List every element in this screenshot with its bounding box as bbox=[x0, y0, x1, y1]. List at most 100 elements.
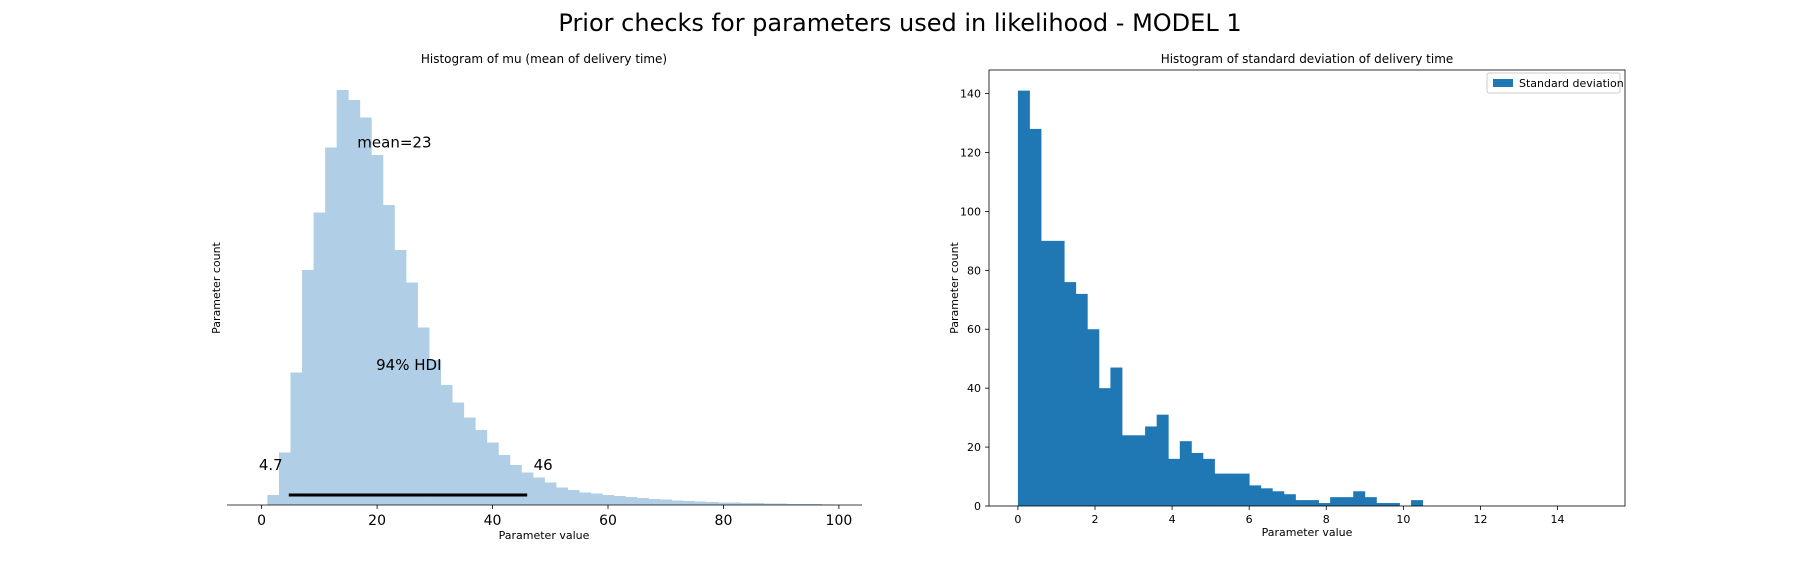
mu-bar-6 bbox=[336, 90, 349, 505]
mu-bar-16 bbox=[452, 402, 465, 505]
std-bar-12 bbox=[1156, 414, 1169, 506]
mu-bar-34 bbox=[659, 499, 672, 505]
std-x-tick-label-0: 0 bbox=[1014, 513, 1021, 526]
mu-x-tick-label-5: 100 bbox=[826, 513, 853, 529]
mu-bar-41 bbox=[740, 503, 753, 505]
legend-box bbox=[1486, 72, 1621, 94]
mu-x-tick-label-1: 20 bbox=[368, 513, 386, 529]
std-axes-frame bbox=[988, 69, 1626, 507]
std-bar-25 bbox=[1307, 500, 1319, 506]
std-y-ticks: 0 20 40 60 80 100 120 140 bbox=[960, 88, 989, 513]
std-bar-17 bbox=[1214, 473, 1227, 506]
std-y-tick-label-6: 120 bbox=[960, 146, 981, 159]
mu-bar-17 bbox=[463, 417, 476, 505]
std-bar-13 bbox=[1168, 458, 1181, 506]
std-bar-20 bbox=[1249, 485, 1262, 506]
std-bar-4 bbox=[1064, 282, 1077, 506]
mu-bar-36 bbox=[683, 501, 695, 505]
std-bar-18 bbox=[1226, 473, 1239, 506]
std-y-tick-label-3: 60 bbox=[967, 323, 981, 336]
std-bar-32 bbox=[1387, 503, 1400, 506]
std-bar-3 bbox=[1052, 240, 1065, 506]
std-y-tick-label-0: 0 bbox=[974, 500, 981, 513]
mu-bar-35 bbox=[671, 500, 684, 505]
std-bar-22 bbox=[1272, 491, 1285, 506]
std-y-tick-label-4: 80 bbox=[967, 264, 981, 277]
mean-annotation: mean=23 bbox=[357, 134, 431, 152]
mu-bar-40 bbox=[729, 502, 742, 505]
std-bar-21 bbox=[1260, 488, 1273, 506]
mu-bar-7 bbox=[348, 100, 361, 505]
figure-title: Prior checks for parameters used in like… bbox=[558, 9, 1241, 37]
mu-bar-38 bbox=[706, 502, 719, 505]
mu-histogram-bars bbox=[267, 90, 834, 505]
mu-bar-43 bbox=[763, 503, 776, 505]
mu-bar-37 bbox=[694, 501, 707, 505]
mu-bar-23 bbox=[532, 477, 545, 505]
std-x-tick-label-6: 12 bbox=[1473, 513, 1487, 526]
mu-x-tick-label-3: 60 bbox=[599, 513, 617, 529]
mu-bar-33 bbox=[648, 499, 661, 505]
std-bar-24 bbox=[1295, 500, 1308, 506]
mu-bar-21 bbox=[509, 465, 522, 505]
std-bar-15 bbox=[1191, 452, 1204, 506]
std-bar-2 bbox=[1041, 240, 1053, 506]
mu-bar-25 bbox=[556, 487, 568, 505]
std-bar-5 bbox=[1075, 293, 1088, 506]
std-x-tick-label-7: 14 bbox=[1551, 513, 1565, 526]
std-bar-7 bbox=[1098, 388, 1111, 506]
mu-bar-45 bbox=[786, 504, 799, 505]
std-y-tick-label-5: 100 bbox=[960, 205, 981, 218]
std-bar-9 bbox=[1121, 435, 1134, 506]
std-x-ticks: 0 2 4 6 8 10 12 14 bbox=[1014, 506, 1565, 526]
std-histogram-bars bbox=[1017, 90, 1424, 507]
mu-bar-30 bbox=[613, 496, 626, 505]
std-y-tick-label-2: 40 bbox=[967, 382, 981, 395]
std-bar-10 bbox=[1133, 435, 1146, 506]
std-bar-28 bbox=[1341, 497, 1354, 506]
mu-bar-29 bbox=[602, 495, 615, 505]
std-x-tick-label-5: 10 bbox=[1396, 513, 1410, 526]
std-y-tick-label-1: 20 bbox=[967, 441, 981, 454]
mu-histogram-panel: Histogram of mu (mean of delivery time) … bbox=[210, 52, 862, 542]
mu-bar-46 bbox=[798, 504, 811, 505]
legend-entry: Standard deviation bbox=[1519, 77, 1624, 90]
mu-bar-11 bbox=[394, 250, 407, 505]
std-bar-11 bbox=[1145, 426, 1158, 506]
std-bar-26 bbox=[1318, 503, 1331, 506]
legend-swatch bbox=[1493, 79, 1513, 87]
mu-bar-8 bbox=[359, 117, 372, 505]
mu-bar-32 bbox=[636, 498, 649, 505]
std-bar-1 bbox=[1029, 128, 1042, 506]
mu-bar-10 bbox=[382, 205, 395, 505]
mu-bar-22 bbox=[521, 472, 534, 505]
mu-x-tick-label-4: 80 bbox=[715, 513, 733, 529]
std-histogram-title: Histogram of standard deviation of deliv… bbox=[1161, 52, 1454, 66]
mu-bar-44 bbox=[775, 503, 788, 505]
mu-bar-18 bbox=[475, 430, 488, 505]
std-x-tick-label-3: 6 bbox=[1246, 513, 1253, 526]
mu-bar-19 bbox=[486, 442, 499, 505]
std-x-tick-label-4: 8 bbox=[1323, 513, 1330, 526]
mu-bar-0 bbox=[267, 495, 280, 505]
mu-bar-4 bbox=[313, 212, 326, 505]
std-bar-6 bbox=[1087, 329, 1100, 506]
mu-bar-28 bbox=[590, 493, 603, 505]
mu-bar-2 bbox=[290, 372, 303, 505]
mu-bar-14 bbox=[429, 360, 441, 505]
std-y-axis-label: Parameter count bbox=[948, 241, 961, 333]
std-bar-34 bbox=[1411, 500, 1424, 506]
std-x-tick-label-2: 4 bbox=[1169, 513, 1176, 526]
mu-x-tick-label-0: 0 bbox=[257, 513, 266, 529]
std-bar-0 bbox=[1017, 90, 1030, 507]
mu-bar-27 bbox=[579, 492, 592, 505]
mu-bar-5 bbox=[325, 147, 338, 505]
mu-bar-9 bbox=[371, 155, 384, 505]
hdi-annotation: 94% HDI bbox=[376, 356, 441, 374]
mu-bar-47 bbox=[810, 504, 822, 505]
mu-bar-3 bbox=[302, 270, 314, 505]
mu-bar-26 bbox=[567, 490, 580, 505]
mu-bar-42 bbox=[752, 503, 765, 505]
mu-x-ticks: 0 20 40 60 80 100 bbox=[257, 505, 852, 529]
